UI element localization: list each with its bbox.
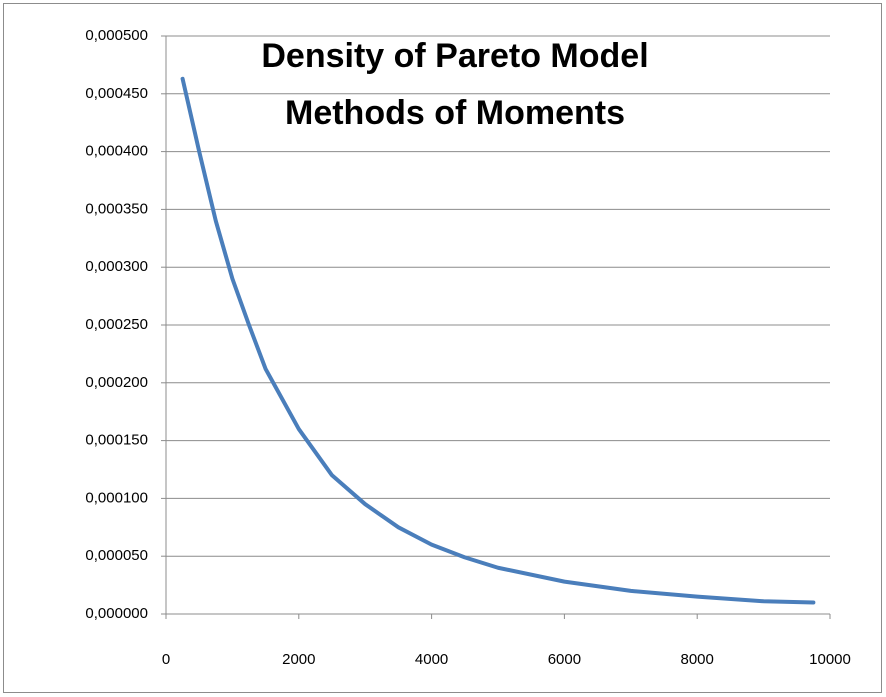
- y-tick-label: 0,000150: [85, 432, 148, 449]
- x-tick-label: 10000: [809, 651, 851, 668]
- y-tick-label: 0,000200: [85, 374, 148, 391]
- y-tick-label: 0,000050: [85, 547, 148, 564]
- y-tick-label: 0,000500: [85, 27, 148, 44]
- x-tick-label: 2000: [282, 651, 315, 668]
- x-tick-label: 6000: [548, 651, 581, 668]
- x-tick-label: 8000: [681, 651, 714, 668]
- x-tick-label: 0: [162, 651, 170, 668]
- y-tick-label: 0,000300: [85, 258, 148, 275]
- y-tick-label: 0,000100: [85, 489, 148, 506]
- chart-subtitle: Methods of Moments: [285, 94, 625, 132]
- y-tick-label: 0,000450: [85, 85, 148, 102]
- chart-frame: [3, 3, 882, 693]
- data-line: [180, 76, 816, 605]
- y-tick-label: 0,000250: [85, 316, 148, 333]
- x-tick-label: 4000: [415, 651, 448, 668]
- chart-title: Density of Pareto Model: [261, 37, 648, 75]
- y-tick-label: 0,000400: [85, 143, 148, 160]
- y-tick-label: 0,000350: [85, 200, 148, 217]
- y-tick-label: 0,000000: [85, 605, 148, 622]
